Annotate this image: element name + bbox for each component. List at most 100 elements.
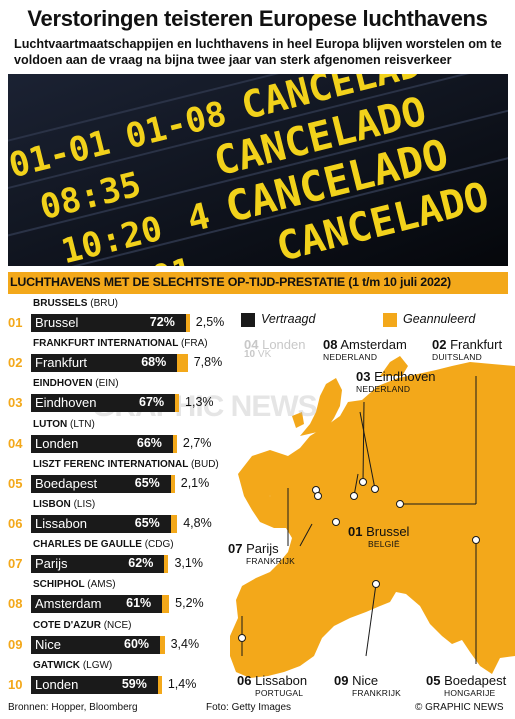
london-gatwick-marker (314, 492, 322, 500)
delayed-bar-02: Frankfurt 68% (31, 354, 188, 373)
delayed-bar-01: Brussel 72% (31, 314, 190, 332)
cancelled-bar-05 (170, 474, 175, 493)
rank-03: 03 (8, 395, 23, 411)
page-subtitle: Luchtvaartmaatschappijen en luchthavens … (14, 37, 502, 67)
delayed-value: 68% (141, 355, 167, 370)
delayed-value: 59% (121, 676, 147, 691)
copyright: © GRAPHIC NEWS (415, 702, 504, 713)
cancelled-bar-10 (157, 675, 162, 694)
legend-cancelled-swatch (383, 313, 397, 327)
bar-city-label: Londen (35, 676, 79, 692)
cancelled-value-10: 1,4% (167, 676, 197, 691)
bar-city-label: Amsterdam (35, 596, 102, 612)
delayed-value: 65% (134, 516, 160, 530)
cancelled-value-05: 2,1% (180, 475, 210, 490)
map-label-paris: 07 Parijs FRANKRIJK (228, 541, 296, 566)
delayed-value: 62% (128, 556, 154, 571)
rank-04: 04 (8, 435, 23, 451)
nice-marker (372, 580, 380, 588)
map-label-frankfurt: 02 Frankfurt DUITSLAND (432, 337, 503, 362)
cancelled-bar-07 (164, 555, 169, 574)
bar-city-label: Nice (35, 636, 62, 652)
bar-city-label: Parijs (35, 556, 68, 572)
europe-map (230, 356, 515, 696)
delayed-value: 61% (126, 596, 152, 611)
map-label-brussels: 01 Brussel BELGIË (348, 524, 410, 549)
airport-name-02: FRANKFURT INTERNATIONAL (FRA) (33, 338, 208, 350)
airport-name-07: CHARLES DE GAULLE (CDG) (33, 539, 174, 551)
airport-name-10: GATWICK (LGW) (33, 659, 113, 671)
airport-name-09: COTE D'AZUR (NCE) (33, 619, 132, 631)
amsterdam-marker (359, 478, 367, 486)
map-label-budapest: 05 Boedapest HONGARIJE (426, 673, 507, 698)
rank-02: 02 (8, 355, 23, 371)
rank-07: 07 (8, 556, 23, 572)
delayed-value: 60% (124, 636, 150, 651)
departures-board-photo: 01-01 01-08 CANCELADO 08:35 CANCELADO 10… (8, 74, 508, 266)
airport-name-04: LUTON (LTN) (33, 418, 95, 430)
delayed-bar-07: Parijs 62% (31, 555, 169, 574)
delayed-bar-05: Boedapest 65% (31, 474, 175, 493)
section-header: LUCHTHAVENS MET DE SLECHTSTE OP-TIJD-PRE… (8, 272, 508, 294)
rank-06: 06 (8, 516, 23, 531)
cancelled-value-08: 5,2% (175, 596, 204, 611)
bar-city-label: Frankfurt (35, 355, 88, 371)
legend-delayed-swatch (241, 313, 255, 327)
map-label-eindhoven: 03 Eindhoven NEDERLAND (356, 369, 436, 394)
cancelled-bar-09 (160, 635, 165, 654)
rank-09: 09 (8, 636, 23, 652)
photo-credit: Foto: Getty Images (206, 702, 292, 713)
sources-text: Bronnen: Hopper, Bloomberg (8, 702, 138, 713)
delayed-value: 72% (149, 315, 175, 329)
paris-marker (332, 518, 340, 526)
delayed-value: 67% (139, 395, 165, 410)
rank-01: 01 (8, 315, 23, 330)
airport-name-08: SCHIPHOL (AMS) (33, 579, 116, 591)
airport-name-01: BRUSSELS (BRU) (33, 298, 119, 309)
lisbon-marker (238, 634, 246, 642)
page-title: Verstoringen teisteren Europese luchthav… (27, 6, 488, 31)
map-label-lisbon: 06 Lissabon PORTUGAL (237, 673, 308, 698)
budapest-marker (472, 536, 480, 544)
cancelled-value-01: 2,5% (195, 315, 225, 329)
section-title: LUCHTHAVENS MET DE SLECHTSTE OP-TIJD-PRE… (10, 275, 451, 289)
delayed-bar-03: Eindhoven 67% (31, 394, 180, 413)
cancelled-bar-04 (172, 434, 177, 453)
cancelled-bar-06 (170, 515, 178, 533)
eindhoven-marker (371, 485, 379, 493)
airport-name-05: LISZT FERENC INTERNATIONAL (BUD) (33, 458, 219, 470)
delayed-bar-09: Nice 60% (31, 635, 165, 654)
cancelled-value-07: 3,1% (174, 556, 203, 571)
cancelled-bar-02 (177, 354, 188, 373)
map-label-nice: 09 Nice FRANKRIJK (334, 673, 402, 698)
legend-delayed-label: Vertraagd (261, 312, 316, 326)
cancelled-bar-03 (175, 394, 180, 413)
rank-05: 05 (8, 475, 23, 491)
map-label-amsterdam: 08 Amsterdam NEDERLAND (323, 337, 407, 362)
cancelled-value-06: 4,8% (183, 516, 212, 530)
bar-city-label: Boedapest (35, 475, 98, 491)
delayed-bar-04: Londen 66% (31, 434, 177, 453)
map-label-london: 04 Londen (244, 337, 306, 352)
frankfurt-marker (396, 500, 404, 508)
map-label-uk: 10 VK (244, 349, 272, 360)
bar-city-label: Brussel (35, 315, 79, 330)
cancelled-value-02: 7,8% (193, 355, 223, 370)
bar-city-label: Londen (35, 435, 79, 451)
airport-name-06: LISBON (LIS) (33, 499, 96, 510)
delayed-value: 66% (136, 435, 162, 450)
delayed-bar-10: Londen 59% (31, 675, 162, 694)
bar-city-label: Lissabon (35, 516, 88, 531)
cancelled-value-09: 3,4% (170, 636, 200, 651)
bar-city-label: Eindhoven (35, 395, 97, 411)
cancelled-value-03: 1,3% (185, 395, 214, 410)
europe-map-shape (230, 356, 515, 678)
cancelled-value-04: 2,7% (182, 435, 212, 450)
delayed-bar-08: Amsterdam 61% (31, 595, 170, 614)
rank-08: 08 (8, 596, 23, 612)
cancelled-bar-01 (185, 314, 190, 332)
departures-board-illustration: 01-01 01-08 CANCELADO 08:35 CANCELADO 10… (8, 74, 508, 266)
delayed-value: 65% (134, 475, 160, 490)
cancelled-bar-08 (162, 595, 170, 614)
